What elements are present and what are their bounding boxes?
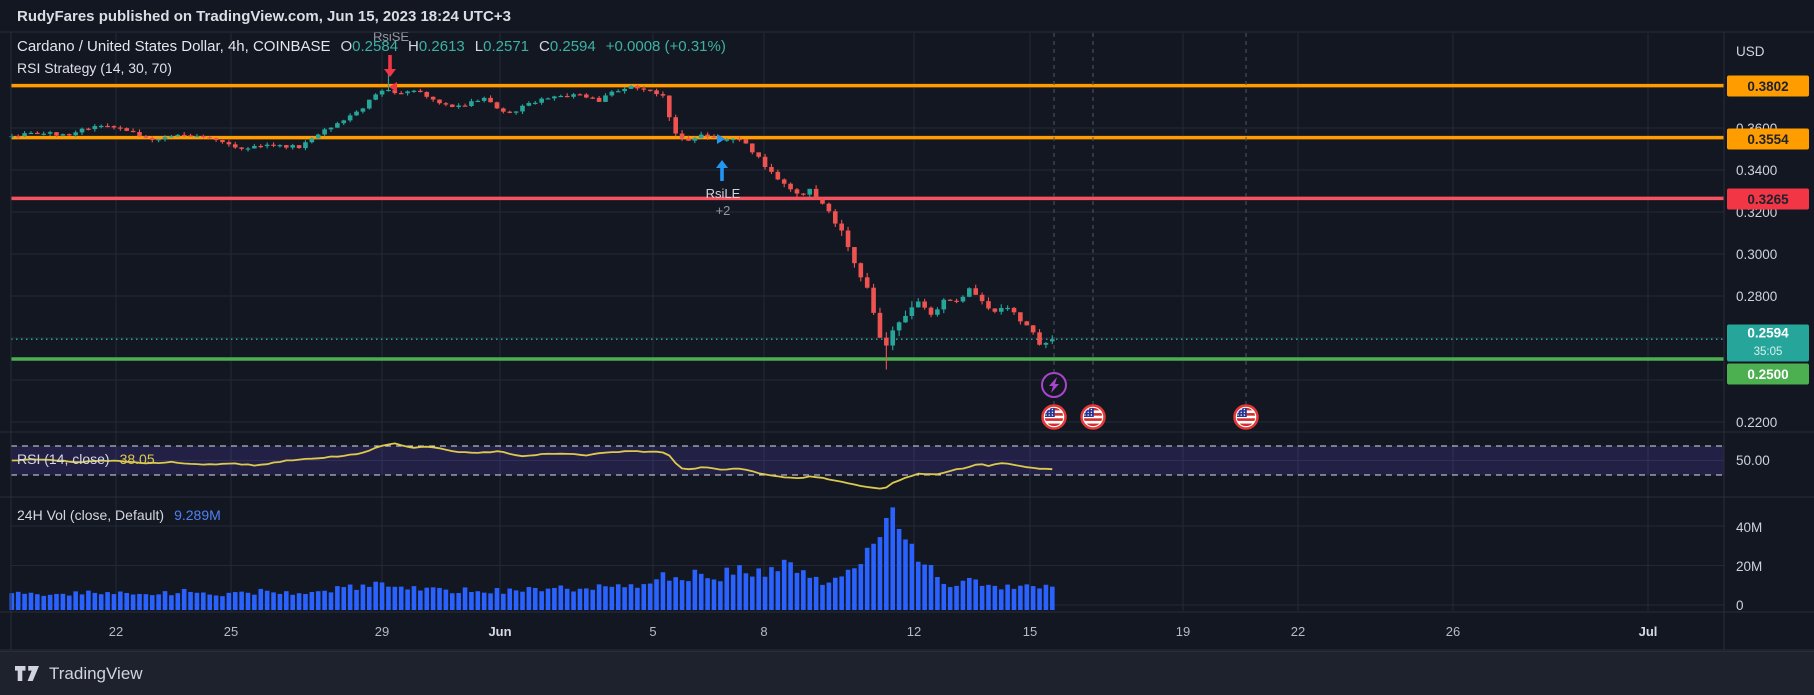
price-axis-label: 20M <box>1736 559 1762 574</box>
candlestick-series <box>9 74 1055 370</box>
price-axis-label: 0.2800 <box>1736 289 1777 304</box>
publish-info-text: RudyFares published on TradingView.com, … <box>17 8 511 25</box>
ohlc-high-key: H <box>408 38 419 55</box>
event-dashed-lines <box>1053 33 1247 430</box>
ohlc-close-key: C <box>539 38 550 55</box>
time-axis-label: 15 <box>1022 624 1038 639</box>
price-axis-label: 0 <box>1736 598 1744 613</box>
price-axis-badge <box>1727 188 1809 210</box>
ohlc-low-key: L <box>474 38 484 55</box>
ohlc-close-value: 0.2594 <box>549 38 596 55</box>
legend-symbol-row: Cardano / United States Dollar, 4h, COIN… <box>17 38 726 55</box>
volume-series <box>9 507 1055 610</box>
time-axis-label: 22 <box>1290 624 1306 639</box>
tradingview-logo-icon[interactable] <box>14 665 40 682</box>
price-axis-label: 0.3000 <box>1736 247 1777 262</box>
economic-event-us-flag-icon[interactable] <box>1233 404 1259 430</box>
svg-text:0.3554: 0.3554 <box>1747 132 1789 147</box>
legend-rsi-row: RSI (14, close) 38.05 <box>17 451 155 467</box>
volume-indicator-title[interactable]: 24H Vol (close, Default) <box>17 507 165 523</box>
rsi-value: 38.05 <box>119 451 155 467</box>
ohlc-high: H0.2613 <box>408 38 465 55</box>
time-axis-label: 22 <box>108 624 124 639</box>
time-axis-label: 19 <box>1175 624 1191 639</box>
price-axis-label: USD <box>1736 44 1765 59</box>
tradingview-brand[interactable]: TradingView <box>49 663 143 683</box>
time-axis-label: 8 <box>760 624 768 639</box>
time-axis-label: 29 <box>374 624 390 639</box>
time-axis-label: 5 <box>649 624 657 639</box>
rsi-band <box>11 445 1724 476</box>
ohlc-open-value: 0.2584 <box>352 38 399 55</box>
change-value: +0.0008 (+0.31%) <box>605 38 726 55</box>
svg-text:0.2500: 0.2500 <box>1747 367 1788 382</box>
event-icons[interactable] <box>1041 372 1259 430</box>
ohlc-open: O0.2584 <box>340 38 398 55</box>
economic-event-us-flag-icon[interactable] <box>1041 404 1067 430</box>
time-axis-label: 26 <box>1445 624 1461 639</box>
footer-bar: TradingView <box>0 651 1814 695</box>
svg-text:0.2594: 0.2594 <box>1747 326 1789 341</box>
strategy-level-lines[interactable] <box>11 83 1724 361</box>
price-axis-badge <box>1727 128 1809 150</box>
rsi-indicator-title[interactable]: RSI (14, close) <box>17 451 110 467</box>
marker-label-rsise: RsiSE <box>373 29 409 44</box>
ohlc-high-value: 0.2613 <box>418 38 465 55</box>
time-axis-label: 12 <box>906 624 922 639</box>
price-axis-badge <box>1727 75 1809 97</box>
price-axis-badge <box>1727 324 1809 362</box>
svg-text:0.3802: 0.3802 <box>1747 79 1788 94</box>
ohlc-open-key: O <box>340 38 353 55</box>
time-axis[interactable]: 22 25 29 Jun 5 8 12 15 19 22 26 Jul <box>0 613 1724 650</box>
price-axis-label: 50.00 <box>1736 453 1770 468</box>
ohlc-close: C0.2594 <box>539 38 596 55</box>
marker-label-rsile: RsiLE <box>706 186 741 201</box>
strategy-markers: RsiSE RsiLE +2 <box>373 29 741 218</box>
volume-value: 9.289M <box>174 507 221 523</box>
legend-volume-row: 24H Vol (close, Default) 9.289M <box>17 507 221 523</box>
grid-lines <box>11 33 1724 611</box>
pane-separators <box>0 31 1814 651</box>
time-axis-label: Jul <box>1638 624 1658 639</box>
symbol-title[interactable]: Cardano / United States Dollar, 4h, COIN… <box>17 38 331 55</box>
price-axis[interactable]: USD0.36000.34000.32000.30000.28000.22005… <box>1727 44 1809 613</box>
price-axis-label: 40M <box>1736 520 1762 535</box>
time-axis-label: Jun <box>488 624 512 639</box>
price-axis-label: 0.2200 <box>1736 415 1777 430</box>
ohlc-low: L0.2571 <box>475 38 529 55</box>
publish-info-bar: RudyFares published on TradingView.com, … <box>0 0 1814 32</box>
price-axis-badge <box>1727 363 1809 385</box>
price-axis-label: 0.3400 <box>1736 163 1777 178</box>
marker-sublabel-rsile: +2 <box>716 203 731 218</box>
countdown-timer: 35:05 <box>1754 346 1783 358</box>
strategy-title[interactable]: RSI Strategy (14, 30, 70) <box>17 60 172 76</box>
rsi-series <box>11 442 1053 490</box>
strategy-event-lightning-icon[interactable] <box>1041 372 1067 398</box>
time-axis-label: 25 <box>223 624 239 639</box>
svg-text:0.3265: 0.3265 <box>1747 192 1789 207</box>
economic-event-us-flag-icon[interactable] <box>1080 404 1106 430</box>
ohlc-low-value: 0.2571 <box>483 38 530 55</box>
